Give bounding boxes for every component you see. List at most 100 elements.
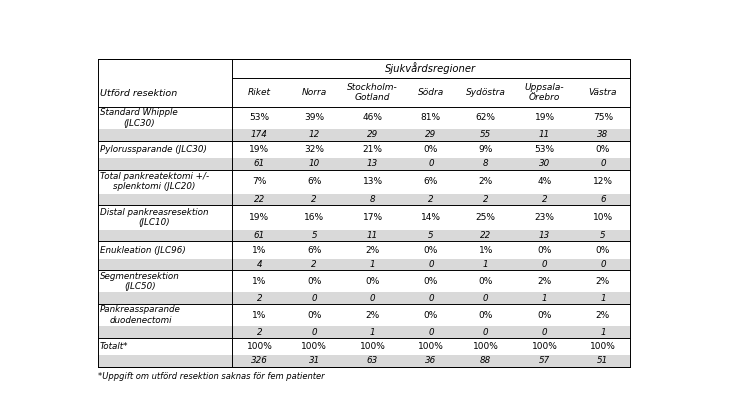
Text: 1: 1 <box>483 260 489 269</box>
Text: 1: 1 <box>542 294 548 303</box>
Text: Utförd resektion: Utförd resektion <box>100 89 177 98</box>
Bar <box>98 338 630 355</box>
Text: 31: 31 <box>308 356 320 365</box>
Text: 14%: 14% <box>421 213 441 222</box>
Text: 0%: 0% <box>478 311 493 320</box>
Text: 63: 63 <box>367 356 378 365</box>
Text: 22: 22 <box>254 195 265 204</box>
Text: 8: 8 <box>370 195 375 204</box>
Text: 0: 0 <box>428 260 434 269</box>
Text: 46%: 46% <box>363 113 383 122</box>
Text: 36: 36 <box>425 356 437 365</box>
Text: 0%: 0% <box>307 277 321 286</box>
Text: Pylorussparande (JLC30): Pylorussparande (JLC30) <box>100 145 207 154</box>
Text: 29: 29 <box>425 130 437 139</box>
Text: Norra: Norra <box>302 88 327 97</box>
Text: 0%: 0% <box>365 277 380 286</box>
Text: 100%: 100% <box>247 342 273 351</box>
Text: 19%: 19% <box>535 113 555 122</box>
Text: 1: 1 <box>370 328 375 337</box>
Text: 2%: 2% <box>478 177 493 186</box>
Text: 326: 326 <box>251 356 268 365</box>
Text: 2%: 2% <box>596 311 610 320</box>
Text: 2%: 2% <box>366 245 380 255</box>
Text: Uppsala-
Örebro: Uppsala- Örebro <box>524 83 565 102</box>
Text: 2: 2 <box>256 294 262 303</box>
Text: 11: 11 <box>539 130 551 139</box>
Text: 1%: 1% <box>253 277 267 286</box>
Text: 2: 2 <box>311 260 317 269</box>
Text: 0: 0 <box>483 328 489 337</box>
Text: 1: 1 <box>600 294 606 303</box>
Text: 8: 8 <box>483 159 489 168</box>
Text: 16%: 16% <box>304 213 324 222</box>
Bar <box>98 205 630 230</box>
Text: 0: 0 <box>483 294 489 303</box>
Bar <box>98 326 630 338</box>
Text: 9%: 9% <box>478 145 493 154</box>
Text: 100%: 100% <box>473 342 498 351</box>
Text: Stockholm-
Gotland: Stockholm- Gotland <box>347 83 398 102</box>
Text: 0%: 0% <box>424 145 438 154</box>
Bar <box>98 78 630 107</box>
Text: Enukleation (JLC96): Enukleation (JLC96) <box>100 245 186 255</box>
Text: 39%: 39% <box>304 113 324 122</box>
Text: 0: 0 <box>311 328 317 337</box>
Bar <box>98 158 630 170</box>
Bar <box>98 194 630 205</box>
Text: 100%: 100% <box>590 342 616 351</box>
Text: 12: 12 <box>308 130 320 139</box>
Text: 4: 4 <box>256 260 262 269</box>
Text: 51: 51 <box>597 356 609 365</box>
Text: 53%: 53% <box>535 145 555 154</box>
Text: 19%: 19% <box>250 145 270 154</box>
Text: 0: 0 <box>428 159 434 168</box>
Text: 29: 29 <box>367 130 378 139</box>
Text: Segmentresektion
(JLC50): Segmentresektion (JLC50) <box>100 272 180 291</box>
Bar <box>98 241 630 259</box>
Text: Standard Whipple
(JLC30): Standard Whipple (JLC30) <box>100 108 178 128</box>
Text: 5: 5 <box>428 231 434 240</box>
Text: 13: 13 <box>539 231 551 240</box>
Text: 61: 61 <box>254 159 265 168</box>
Bar <box>98 304 630 326</box>
Text: 5: 5 <box>311 231 317 240</box>
Text: 174: 174 <box>251 130 268 139</box>
Text: 19%: 19% <box>250 213 270 222</box>
Text: 1%: 1% <box>253 245 267 255</box>
Text: 30: 30 <box>539 159 551 168</box>
Text: 32%: 32% <box>304 145 324 154</box>
Text: 2: 2 <box>311 195 317 204</box>
Text: 2%: 2% <box>537 277 552 286</box>
Text: 5: 5 <box>600 231 606 240</box>
Text: 100%: 100% <box>360 342 385 351</box>
Text: 75%: 75% <box>593 113 613 122</box>
Bar <box>98 355 630 367</box>
Text: 0%: 0% <box>537 311 552 320</box>
Text: 0: 0 <box>311 294 317 303</box>
Bar <box>98 170 630 194</box>
Text: 0: 0 <box>370 294 375 303</box>
Text: 13: 13 <box>367 159 378 168</box>
Text: 55: 55 <box>480 130 492 139</box>
Text: 0: 0 <box>600 260 606 269</box>
Text: 38: 38 <box>597 130 609 139</box>
Text: 62%: 62% <box>476 113 495 122</box>
Text: 100%: 100% <box>301 342 327 351</box>
Bar <box>98 270 630 292</box>
Text: 57: 57 <box>539 356 551 365</box>
Text: 100%: 100% <box>418 342 444 351</box>
Text: 1: 1 <box>370 260 375 269</box>
Text: 22: 22 <box>480 231 492 240</box>
Text: 10: 10 <box>308 159 320 168</box>
Text: Distal pankreasresektion
(JLC10): Distal pankreasresektion (JLC10) <box>100 208 209 227</box>
Text: 1%: 1% <box>253 311 267 320</box>
Text: 88: 88 <box>480 356 492 365</box>
Bar <box>98 292 630 304</box>
Text: 2: 2 <box>256 328 262 337</box>
Text: Pankreassparande
duodenectomi: Pankreassparande duodenectomi <box>100 306 181 325</box>
Text: 7%: 7% <box>253 177 267 186</box>
Text: 0%: 0% <box>537 245 552 255</box>
Bar <box>98 141 630 158</box>
Text: Riket: Riket <box>248 88 271 97</box>
